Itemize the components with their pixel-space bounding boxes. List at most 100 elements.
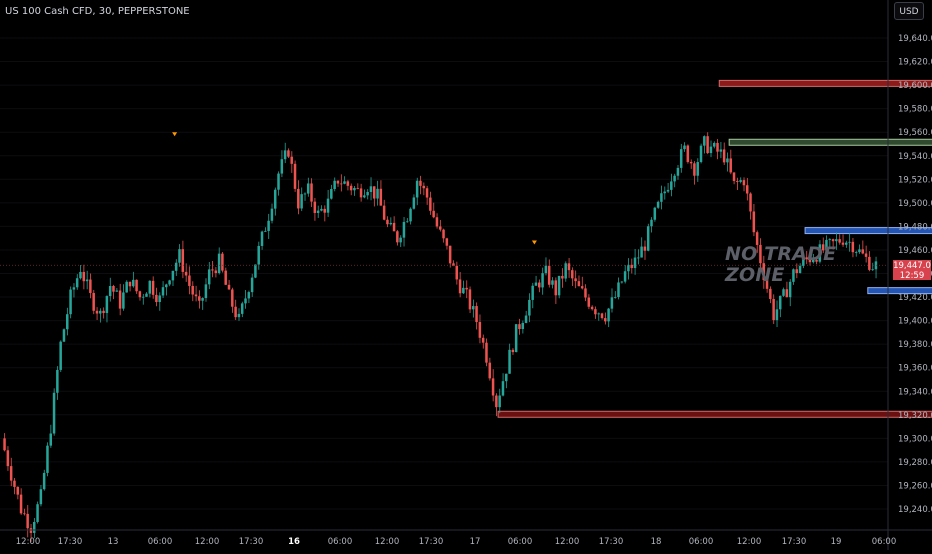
- candle-body: [33, 521, 36, 533]
- currency-button[interactable]: USD: [894, 2, 924, 20]
- candle: [178, 244, 181, 267]
- candle-body: [848, 241, 851, 243]
- candle: [82, 264, 86, 290]
- candle-body: [798, 265, 802, 274]
- candle-body: [432, 210, 435, 218]
- candle-body: [257, 245, 260, 265]
- candle: [330, 184, 333, 200]
- candle: [438, 219, 442, 232]
- candle: [260, 230, 264, 250]
- candle-body: [240, 303, 244, 314]
- candle-body: [679, 149, 683, 168]
- candle-body: [871, 269, 874, 271]
- candle-body: [775, 309, 779, 321]
- candle-body: [805, 257, 808, 260]
- candle-body: [835, 239, 838, 242]
- candle: [818, 240, 822, 264]
- candle: [326, 189, 330, 217]
- candle-body: [491, 378, 495, 396]
- candle-body: [445, 238, 449, 246]
- candle: [346, 179, 350, 191]
- candle-body: [868, 256, 871, 270]
- candle-body: [442, 229, 445, 239]
- candle: [105, 295, 109, 323]
- candle: [561, 268, 564, 288]
- candle-body: [62, 329, 66, 342]
- candle: [339, 174, 343, 192]
- candle-body: [478, 322, 482, 338]
- candle-body: [231, 289, 234, 307]
- signal-marker: [172, 132, 178, 137]
- candle-body: [541, 273, 544, 288]
- candle: [788, 279, 792, 307]
- candle-body: [600, 313, 604, 319]
- zone-blue-lower[interactable]: [867, 287, 932, 295]
- candle-body: [772, 298, 775, 321]
- candle-body: [125, 281, 128, 293]
- candle-body: [726, 158, 729, 163]
- candle-body: [310, 183, 313, 202]
- candle: [798, 263, 802, 274]
- candle: [92, 289, 95, 315]
- price-tick-label: 19,540.0: [898, 152, 932, 162]
- candle: [23, 508, 26, 516]
- candle-body: [49, 433, 53, 446]
- candle: [769, 286, 772, 304]
- candle-body: [762, 263, 765, 281]
- candle: [306, 177, 310, 197]
- candle-body: [75, 278, 79, 288]
- candle: [33, 518, 36, 539]
- candle-body: [293, 163, 297, 189]
- candle: [382, 199, 386, 221]
- time-tick-label: 17:30: [239, 537, 264, 547]
- zone-blue-upper[interactable]: [804, 227, 932, 235]
- candle-body: [59, 341, 62, 370]
- candle: [6, 446, 10, 471]
- candle-body: [204, 284, 208, 299]
- candle: [617, 277, 620, 300]
- candle: [224, 267, 227, 286]
- candle-body: [366, 191, 369, 196]
- candle: [706, 132, 709, 155]
- time-tick-label: 06:00: [689, 537, 714, 547]
- candle-body: [666, 189, 670, 192]
- candle-body: [254, 264, 257, 278]
- candle-body: [92, 292, 95, 311]
- candle-body: [854, 252, 858, 253]
- candle-body: [72, 287, 76, 290]
- candle: [541, 267, 544, 295]
- candle: [99, 308, 102, 323]
- candle-body: [227, 284, 231, 290]
- candle-body: [561, 275, 564, 279]
- price-axis[interactable]: 19,240.0 19,260.0 19,280.0 19,300.0 19,320.0…: [887, 0, 932, 550]
- candle: [293, 160, 297, 192]
- candle-body: [874, 261, 878, 270]
- candle: [871, 262, 874, 271]
- candle-body: [171, 270, 175, 281]
- zone-red-bottom[interactable]: [497, 410, 932, 418]
- candle: [554, 277, 558, 304]
- candle-body: [755, 232, 759, 245]
- symbol-title[interactable]: US 100 Cash CFD, 30, PEPPERSTONE: [5, 6, 190, 17]
- no-trade-zone-line2: ZONE: [725, 264, 785, 286]
- candle: [722, 142, 726, 165]
- time-axis[interactable]: 12:00 17:30 13 06:00 12:00 17:30 16 06:00 12:00 1…: [0, 529, 932, 547]
- zone-green[interactable]: [728, 138, 932, 146]
- zone-red-top[interactable]: [718, 79, 932, 87]
- candle-body: [349, 185, 353, 191]
- candle-body: [330, 189, 333, 199]
- candle: [254, 264, 257, 279]
- candle-body: [630, 264, 633, 269]
- candle: [577, 275, 581, 287]
- candle-body: [452, 263, 455, 266]
- candle-body: [495, 395, 498, 408]
- candle: [739, 177, 742, 184]
- candle: [544, 257, 548, 276]
- candle: [587, 294, 591, 310]
- candle: [283, 142, 287, 164]
- current-price-value: 19,447.0: [893, 261, 931, 271]
- candle: [194, 285, 198, 302]
- candle-body: [528, 299, 531, 316]
